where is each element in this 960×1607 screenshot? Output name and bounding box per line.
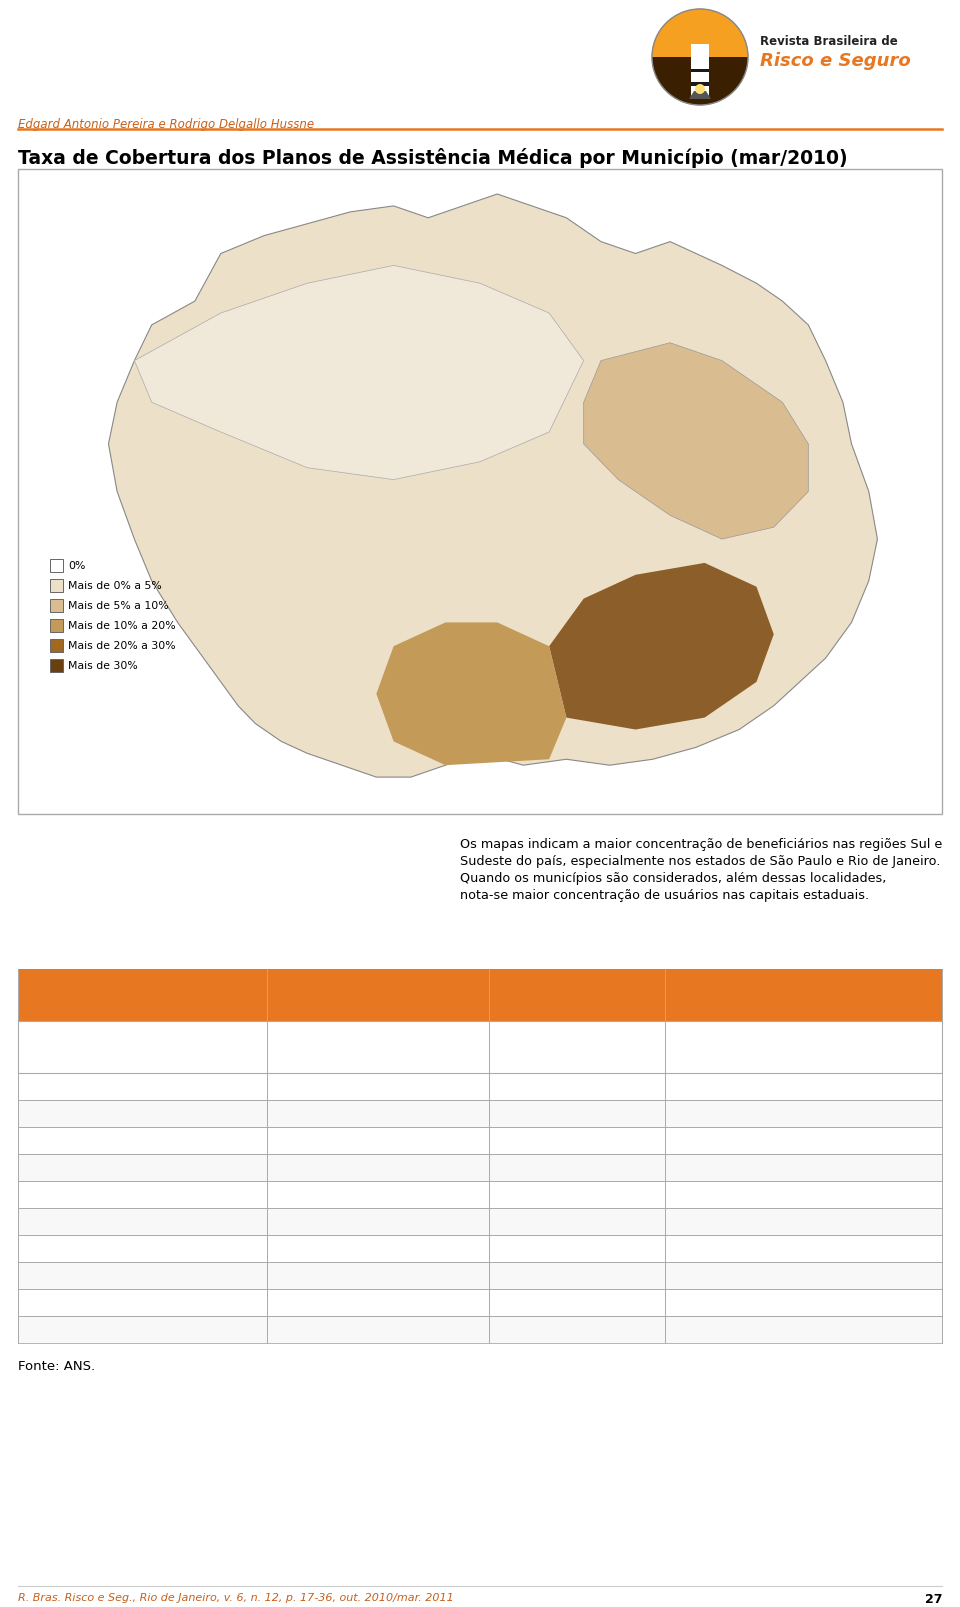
FancyBboxPatch shape [18,1154,942,1181]
Text: Assistência médica com ou sem odontologia (Brasil – março de 2010): Assistência médica com ou sem odontologi… [221,998,739,1011]
Bar [691,96,709,100]
Text: 2: 2 [573,1077,581,1090]
Wedge shape [652,10,748,58]
Text: 100,0%: 100,0% [779,1321,828,1334]
Text: plano: plano [123,1049,163,1062]
Wedge shape [652,58,748,106]
Text: 80,0%: 80,0% [358,1266,398,1279]
Text: 18,7%: 18,7% [783,1266,824,1279]
Text: 39: 39 [569,1186,585,1199]
Text: Taxa de Cobertura dos Planos de Assistência Médica por Município (mar/2010): Taxa de Cobertura dos Planos de Assistên… [18,148,848,167]
Text: Edgard Antonio Pereira e Rodrigo Delgallo Hussne: Edgard Antonio Pereira e Rodrigo Delgall… [18,117,314,130]
FancyBboxPatch shape [18,969,942,1022]
FancyBboxPatch shape [18,1208,942,1236]
Text: 118: 118 [564,1239,589,1252]
Text: Mais de 5% a 10%: Mais de 5% a 10% [68,601,169,611]
Text: Mais de 30%: Mais de 30% [68,660,137,670]
Text: 22: 22 [569,1159,585,1172]
Text: 71: 71 [569,1212,586,1225]
Polygon shape [134,267,584,480]
FancyBboxPatch shape [50,599,63,612]
Bar [691,84,709,87]
FancyBboxPatch shape [18,1289,942,1316]
Text: 60,0%: 60,0% [358,1212,398,1225]
Text: 21.742.596: 21.742.596 [107,1186,180,1199]
Text: 50,3%: 50,3% [358,1186,398,1199]
Text: Fonte: ANS.: Fonte: ANS. [18,1360,95,1372]
FancyBboxPatch shape [18,1261,942,1289]
FancyBboxPatch shape [18,1073,942,1101]
FancyBboxPatch shape [18,1022,942,1073]
Polygon shape [376,624,566,765]
FancyBboxPatch shape [50,640,63,652]
Text: 0,2%: 0,2% [787,1077,820,1090]
Text: Mais de 20% a 30%: Mais de 20% a 30% [68,641,176,651]
Text: 25.912.486: 25.912.486 [107,1212,180,1225]
Text: 33,5%: 33,5% [783,1294,824,1306]
Text: 10,9%: 10,9% [783,1239,824,1252]
Text: Quando os municípios são considerados, além dessas localidades,: Quando os municípios são considerados, a… [460,871,886,884]
Bar [691,71,709,74]
Text: 6,6%: 6,6% [787,1212,820,1225]
Text: Mais de 10% a 20%: Mais de 10% a 20% [68,620,176,630]
Text: 17.479.176: 17.479.176 [107,1159,180,1172]
Text: 40,5%: 40,5% [358,1159,398,1172]
Text: 12: 12 [569,1131,585,1144]
Text: Mais de 0% a 5%: Mais de 0% a 5% [68,580,161,591]
Text: 38.869.920: 38.869.920 [107,1294,180,1306]
Text: 43.196.168: 43.196.168 [107,1321,180,1334]
Text: 202: 202 [564,1266,589,1279]
Polygon shape [584,344,808,540]
Circle shape [695,85,705,95]
Text: Sudeste do país, especialmente nos estados de São Paulo e Rio de Janeiro.: Sudeste do país, especialmente nos estad… [460,855,941,868]
Text: 13.293.033: 13.293.033 [107,1131,180,1144]
Text: Percentual acumulado: Percentual acumulado [723,1033,884,1046]
Text: 90,0%: 90,0% [358,1294,398,1306]
Text: 100,0%: 100,0% [354,1321,403,1334]
FancyBboxPatch shape [50,580,63,593]
Polygon shape [108,194,877,778]
FancyBboxPatch shape [18,1316,942,1343]
Text: Os mapas indicam a maior concentração de beneficiários nas regiões Sul e: Os mapas indicam a maior concentração de… [460,837,943,850]
Text: 30,8%: 30,8% [358,1131,398,1144]
FancyBboxPatch shape [18,1101,942,1127]
Text: 10,4%: 10,4% [358,1077,398,1090]
Text: Operadoras: Operadoras [535,1035,619,1048]
Text: 6: 6 [573,1104,581,1117]
Text: 70,1%: 70,1% [358,1239,398,1252]
FancyBboxPatch shape [18,1181,942,1208]
Text: R. Bras. Risco e Seg., Rio de Janeiro, v. 6, n. 12, p. 17-36, out. 2010/mar. 201: R. Bras. Risco e Seg., Rio de Janeiro, v… [18,1593,454,1602]
FancyBboxPatch shape [18,1236,942,1261]
FancyBboxPatch shape [50,659,63,673]
FancyBboxPatch shape [50,620,63,633]
FancyBboxPatch shape [18,170,942,815]
Text: Percentual acumulado: Percentual acumulado [298,1033,459,1046]
Text: 30.265.088: 30.265.088 [107,1239,180,1252]
Polygon shape [689,92,711,100]
Circle shape [652,10,748,106]
Text: Cobertura assistencial do: Cobertura assistencial do [51,1033,235,1046]
Polygon shape [549,564,774,730]
Text: 1,1%: 1,1% [787,1131,820,1144]
Text: 8.963.367: 8.963.367 [110,1104,175,1117]
Text: 1.082: 1.082 [559,1321,595,1334]
Text: 2,0%: 2,0% [787,1159,820,1172]
FancyBboxPatch shape [18,1127,942,1154]
FancyBboxPatch shape [50,559,63,572]
Text: 0,6%: 0,6% [787,1104,820,1117]
Text: 362: 362 [564,1294,589,1306]
Text: 0%: 0% [68,561,85,570]
Text: 34.548.713: 34.548.713 [107,1266,180,1279]
Text: de operadoras: de operadoras [751,1049,855,1062]
Text: Revista Brasileira de: Revista Brasileira de [760,35,898,48]
Text: 3,6%: 3,6% [787,1186,820,1199]
Text: de beneficiários: de beneficiários [321,1049,436,1062]
FancyBboxPatch shape [691,45,709,100]
Text: 4.496.120: 4.496.120 [110,1077,175,1090]
Text: 20,8%: 20,8% [358,1104,398,1117]
Text: Risco e Seguro: Risco e Seguro [760,51,911,71]
Text: nota-se maior concentração de usuários nas capitais estaduais.: nota-se maior concentração de usuários n… [460,889,869,902]
Text: Distribuição dos beneficiários de planos privados de saúde entre as operadoras –: Distribuição dos beneficiários de planos… [174,979,786,993]
Text: 27: 27 [924,1593,942,1605]
